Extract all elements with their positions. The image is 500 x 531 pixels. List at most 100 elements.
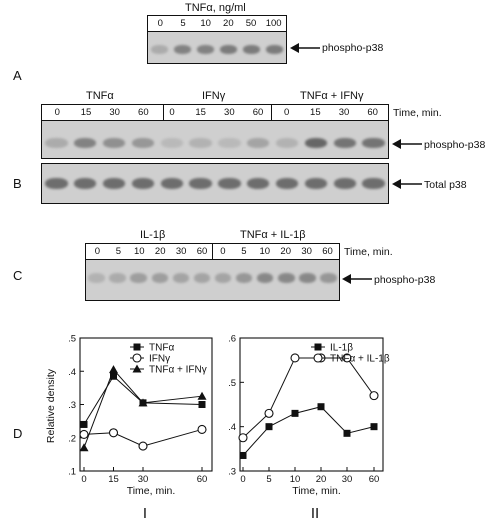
panel-b-phospho-band	[131, 138, 155, 149]
panel-c-band	[320, 273, 337, 283]
panel-b-phospho-band	[362, 138, 385, 149]
chart-2-xtick-label: 20	[316, 474, 327, 485]
panel-c-lane-label: 5	[241, 246, 247, 257]
chart-1-data-point	[198, 401, 206, 408]
panel-d-letter: D	[13, 426, 23, 441]
panel-c-time-label: Time, min.	[344, 246, 393, 258]
chart-1-ytick-label: .5	[68, 334, 76, 345]
chart-2-data-point	[370, 423, 378, 431]
panel-c-lane-label: 30	[301, 246, 312, 257]
panel-c-group-1: IL-1β	[140, 229, 166, 241]
panel-b-phospho-band	[218, 138, 241, 149]
panel-b-phospho-band	[333, 138, 356, 149]
panel-b-phospho-band	[247, 138, 270, 149]
panel-b-lane-label: 15	[195, 107, 206, 118]
panel-a-band	[242, 44, 261, 54]
panel-b-total-band	[131, 178, 155, 189]
panel-c-band	[193, 273, 211, 283]
panel-a-label: phospho-p38	[322, 42, 384, 54]
panel-b-phospho-blot	[41, 120, 389, 159]
panel-a-band	[219, 44, 238, 54]
chart-2-ytick-label: .4	[228, 422, 236, 433]
chart-1-xtick-label: 60	[197, 474, 208, 485]
panel-a-letter: A	[13, 68, 22, 83]
chart-2-data-point	[239, 451, 247, 459]
chart-2-data-point	[343, 429, 351, 437]
panel-c-band	[151, 273, 168, 283]
panel-c-band	[130, 273, 147, 283]
panel-b-group-3: TNFα + IFNγ	[300, 90, 364, 102]
chart-2-xlabel: Time, min.	[292, 485, 341, 497]
chart-1-xlabel: Time, min.	[127, 485, 176, 497]
chart-1-data-point	[109, 365, 118, 374]
panel-b-total-blot	[41, 163, 389, 204]
panel-b-time-label: Time, min.	[393, 107, 442, 119]
panel-b-lane-label: 0	[284, 107, 290, 118]
panel-c-blot	[85, 259, 340, 301]
panel-c-arrow-icon	[342, 274, 372, 284]
chart-1-legend-marker	[132, 364, 142, 373]
chart-2-data-point	[264, 408, 274, 418]
chart-1-series-line	[83, 428, 203, 447]
panel-b-phospho-label: phospho-p38	[424, 139, 486, 151]
panel-b-total-band	[189, 178, 212, 189]
panel-c-lane-label: 5	[115, 246, 121, 257]
panel-a-band	[150, 44, 169, 54]
panel-c-lane-label: 10	[259, 246, 271, 257]
chart-2-series-line	[242, 357, 375, 439]
chart-2-legend-marker	[314, 343, 322, 351]
panel-b-total-band	[218, 178, 241, 189]
panel-a-band	[196, 44, 215, 54]
chart-1-roman-label: I	[143, 505, 147, 522]
chart-2-series-line	[242, 406, 375, 456]
chart-1-ytick-label: .2	[68, 433, 76, 444]
panel-c-band	[235, 273, 253, 283]
chart-1-data-point	[79, 443, 89, 452]
panel-b-total-band	[74, 178, 97, 189]
chart-2-ytick-label: .6	[228, 334, 236, 345]
panel-a-title: TNFα, ng/ml	[185, 2, 246, 14]
chart-2-xtick-label: 60	[369, 474, 380, 485]
panel-b-total-label: Total p38	[424, 179, 467, 191]
chart-2-legend-label: IL-1β	[330, 343, 353, 354]
panel-c-band	[172, 273, 190, 283]
panel-c-lane-label: 0	[94, 246, 101, 257]
panel-b-total-band	[247, 178, 270, 189]
chart-1-ytick-label: .3	[68, 400, 76, 411]
chart-2-roman-label: II	[311, 505, 319, 522]
chart-2-xtick-label: 30	[342, 474, 353, 485]
chart-1-data-point	[110, 372, 117, 380]
panel-b-total-arrow-icon	[392, 179, 422, 189]
panel-c-band	[256, 273, 274, 283]
chart-2-xtick-label: 0	[240, 474, 245, 485]
chart-2-data-point	[290, 353, 300, 363]
panel-b-total-band	[45, 178, 68, 189]
panel-b-total-band	[160, 178, 183, 189]
panel-b-group-2: IFNγ	[202, 90, 226, 102]
panel-b-phospho-band	[74, 138, 97, 149]
chart-1-data-point	[138, 398, 148, 407]
chart-1-legend-label: TNFα	[149, 343, 174, 354]
panel-a-band	[265, 44, 284, 54]
panel-b-lane-label: 30	[224, 107, 235, 118]
panel-b-phospho-band	[160, 138, 183, 149]
chart-1-data-point	[80, 420, 88, 428]
panel-b-letter: B	[13, 176, 22, 191]
panel-c-lane-label: 60	[196, 246, 208, 257]
panel-c-lane-label: 20	[280, 246, 291, 257]
panel-b-lane-label: 0	[54, 107, 60, 118]
panel-a-blot	[147, 31, 287, 64]
chart-1-data-point	[108, 428, 119, 438]
chart-1-ylabel: Relative density	[45, 368, 57, 443]
chart-2-legend-marker	[313, 353, 323, 363]
panel-b-phospho-arrow-icon	[392, 139, 422, 149]
panel-c-label: phospho-p38	[374, 274, 436, 286]
panel-a-lane-label: 10	[200, 18, 211, 29]
chart-2-xtick-label: 5	[266, 474, 271, 485]
panel-c-lane-label: 10	[133, 246, 145, 257]
chart-1-xtick-label: 0	[81, 474, 86, 485]
panel-a-lane-label: 5	[180, 18, 186, 29]
chart-2-ytick-label: .5	[228, 378, 236, 389]
chart-1-ytick-label: .4	[68, 367, 76, 378]
